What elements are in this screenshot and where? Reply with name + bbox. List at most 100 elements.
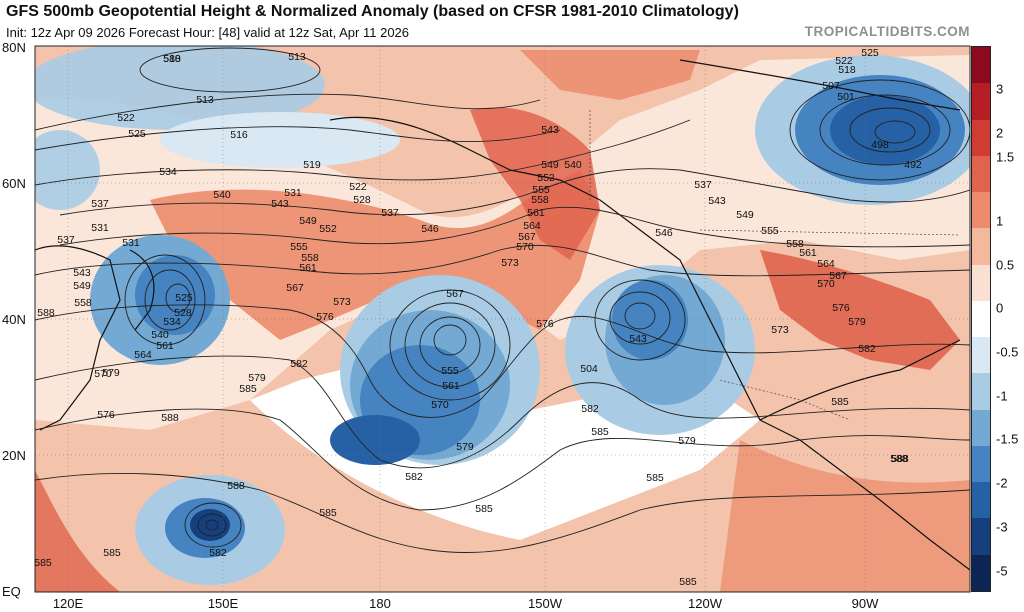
cool-canada-core xyxy=(830,95,940,165)
contour-label: 540 xyxy=(151,329,169,341)
warm-arctic xyxy=(520,50,700,100)
low-contour xyxy=(433,324,467,356)
contour-label: 513 xyxy=(196,94,214,106)
contour-line xyxy=(59,206,970,248)
contour-label: 561 xyxy=(442,380,460,392)
contour-label: 543 xyxy=(73,267,91,279)
height-contours xyxy=(35,93,970,554)
cool-eastern-pacific-core xyxy=(612,280,688,360)
colorbar-label: -2 xyxy=(996,475,1008,491)
lon-label-180: 180 xyxy=(369,596,391,611)
contour-label: 573 xyxy=(501,257,519,269)
graticule xyxy=(35,46,970,592)
japan-coast xyxy=(129,249,155,331)
map-title: GFS 500mb Geopotential Height & Normaliz… xyxy=(6,3,739,20)
contour-label: 552 xyxy=(319,223,337,235)
contour-label: 585 xyxy=(103,547,121,559)
contour-line xyxy=(35,473,970,554)
contour-label: 498 xyxy=(871,139,889,151)
contour-label: 567 xyxy=(286,282,304,294)
contour-label: 585 xyxy=(34,557,52,569)
colorbar-label: 2 xyxy=(996,125,1004,141)
contour-label: 582 xyxy=(405,471,423,483)
contour-label: 567 xyxy=(446,288,464,300)
cool-bering xyxy=(160,112,400,168)
contour-label: 585 xyxy=(239,383,257,395)
contour-label: 531 xyxy=(91,222,109,234)
contour-label: 585 xyxy=(475,503,493,515)
cool-central-pacific-deep xyxy=(330,415,420,465)
lat-label-40n: 40N xyxy=(2,312,26,327)
low-contour xyxy=(139,47,321,93)
contour-line xyxy=(35,408,970,511)
contour-label: 558 xyxy=(531,194,549,206)
colorbar-segment xyxy=(972,337,990,374)
colorbar-segment xyxy=(972,482,990,519)
contour-label: 522 xyxy=(349,181,367,193)
low-contour xyxy=(165,283,191,313)
contour-label: 579 xyxy=(102,367,120,379)
borders xyxy=(589,110,961,421)
contour-label: 567 xyxy=(518,231,536,243)
low-contour xyxy=(144,269,196,331)
contour-label: 588 xyxy=(890,453,908,465)
contour-label: 540 xyxy=(564,159,582,171)
low-contour xyxy=(404,302,496,388)
contour-label: 534 xyxy=(163,316,181,328)
colorbar-label: 3 xyxy=(996,81,1004,97)
contour-label: 564 xyxy=(134,349,152,361)
contour-label: 588 xyxy=(891,453,909,465)
contour-label: 558 xyxy=(786,238,804,250)
contour-label: 579 xyxy=(248,372,266,384)
contour-label: 582 xyxy=(18,239,36,251)
contour-label: 549 xyxy=(541,159,559,171)
contour-label: 561 xyxy=(799,247,817,259)
colorbar-label: 0.5 xyxy=(996,257,1015,273)
colorbar-segment xyxy=(972,119,990,156)
colorbar-segment xyxy=(972,445,990,483)
contour-label: 576 xyxy=(832,302,850,314)
forecast-info: Init: 12z Apr 09 2026 Forecast Hour: [48… xyxy=(6,25,410,40)
colorbar-segment xyxy=(972,264,990,301)
arctic-coast xyxy=(679,59,961,111)
contour-label: 516 xyxy=(230,129,248,141)
contour-label: 537 xyxy=(57,234,75,246)
cool-japan-core xyxy=(135,255,215,335)
contour-label: 528 xyxy=(353,194,371,206)
contour-label: 507 xyxy=(822,80,840,92)
contour-label: 531 xyxy=(122,237,140,249)
lon-label-150e: 150E xyxy=(207,596,239,611)
lat-label-eq: EQ xyxy=(2,584,21,599)
colorbar-segment xyxy=(972,192,990,229)
gulf-coast xyxy=(759,339,961,421)
contour-label: 582 xyxy=(581,403,599,415)
contour-label: 525 xyxy=(861,47,879,59)
low-contour xyxy=(197,513,227,537)
low-contour xyxy=(184,502,242,548)
contour-label: 528 xyxy=(174,307,192,319)
contour-label: 531 xyxy=(284,187,302,199)
lon-label-120e: 120E xyxy=(52,596,84,611)
contour-label: 504 xyxy=(580,363,598,375)
contour-label: 510 xyxy=(163,53,181,65)
contour-label: 582 xyxy=(858,343,876,355)
low-contour xyxy=(789,79,970,181)
contour-label: 588 xyxy=(163,53,181,65)
contour-label: 588 xyxy=(37,307,55,319)
contour-label: 558 xyxy=(301,252,319,264)
contour-label: 588 xyxy=(161,412,179,424)
contour-label: 567 xyxy=(829,270,847,282)
warm-ridge-usa xyxy=(760,250,960,370)
contour-label: 540 xyxy=(213,189,231,201)
contour-label: 561 xyxy=(299,262,317,274)
contour-label: 576 xyxy=(536,318,554,330)
contour-label: 585 xyxy=(319,507,337,519)
contour-label: 579 xyxy=(848,316,866,328)
low-contour xyxy=(624,302,656,330)
contour-label: 582 xyxy=(290,358,308,370)
colorbar-label: -0.5 xyxy=(996,344,1019,360)
contour-label: 564 xyxy=(817,258,835,270)
closed-lows xyxy=(124,47,970,548)
contour-label: 537 xyxy=(91,198,109,210)
